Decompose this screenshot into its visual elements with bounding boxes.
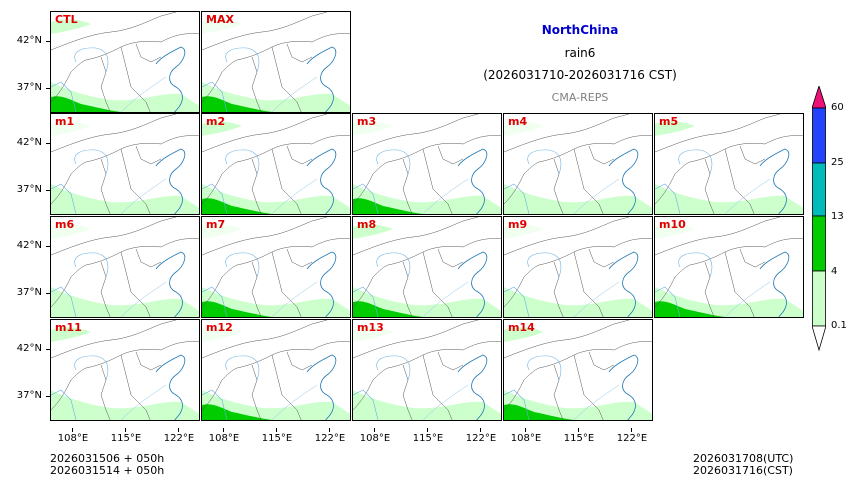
colorbar-label: 13: [831, 211, 844, 222]
panel-label: m3: [357, 115, 377, 128]
variable-title: rain6: [564, 46, 596, 60]
lon-tick-label: 122°E: [461, 428, 501, 444]
lon-tick-label: 108°E: [355, 428, 395, 444]
map-panel-ctl: CTL: [50, 11, 200, 113]
map-panel-m13: m13: [352, 319, 502, 421]
precip-map: [504, 320, 652, 420]
lon-tick-label: 115°E: [257, 428, 297, 444]
lon-tick-label: 115°E: [106, 428, 146, 444]
lon-tick-label: 122°E: [612, 428, 652, 444]
lat-tick-label: 37°N: [6, 82, 50, 93]
panel-label: m6: [55, 218, 75, 231]
precip-map: [202, 217, 350, 317]
map-panel-m5: m5: [654, 113, 804, 215]
model-title: CMA-REPS: [551, 91, 609, 104]
map-panel-m10: m10: [654, 216, 804, 318]
panel-label: m5: [659, 115, 679, 128]
colorbar-graphic: [811, 84, 827, 352]
precip-map: [655, 217, 803, 317]
precip-map: [504, 217, 652, 317]
lat-tick-label: 42°N: [6, 137, 50, 148]
precip-map: [51, 320, 199, 420]
valid-time-utc: 2026031708(UTC): [693, 452, 794, 465]
colorbar-label: 25: [831, 157, 844, 168]
panel-label: m13: [357, 321, 384, 334]
precip-map: [504, 114, 652, 214]
panel-label: MAX: [206, 13, 234, 26]
precip-map: [51, 114, 199, 214]
panel-label: m8: [357, 218, 377, 231]
panel-label: m4: [508, 115, 528, 128]
lat-tick-label: 37°N: [6, 390, 50, 401]
lon-tick-label: 108°E: [204, 428, 244, 444]
panel-label: m1: [55, 115, 75, 128]
panel-label: m12: [206, 321, 233, 334]
map-panel-m3: m3: [352, 113, 502, 215]
init-time-2: 2026031514 + 050h: [50, 464, 165, 477]
lat-tick-label: 42°N: [6, 240, 50, 251]
precip-map: [353, 217, 501, 317]
colorbar-over-triangle: [811, 84, 827, 109]
lon-tick-label: 122°E: [310, 428, 350, 444]
map-panel-m2: m2: [201, 113, 351, 215]
precip-map: [51, 217, 199, 317]
map-panel-m7: m7: [201, 216, 351, 318]
colorbar-label: 0.1: [831, 320, 847, 331]
map-panel-m4: m4: [503, 113, 653, 215]
colorbar-label: 4: [831, 266, 838, 277]
lon-tick-label: 115°E: [408, 428, 448, 444]
colorbar-under-triangle: [811, 325, 827, 352]
map-panel-m9: m9: [503, 216, 653, 318]
precip-map: [202, 12, 350, 112]
panel-label: CTL: [55, 13, 78, 26]
map-panel-m6: m6: [50, 216, 200, 318]
lon-tick-label: 122°E: [159, 428, 199, 444]
panel-label: m10: [659, 218, 686, 231]
colorbar-label: 60: [831, 102, 844, 113]
lon-tick-label: 108°E: [506, 428, 546, 444]
precip-map: [655, 114, 803, 214]
map-panel-m11: m11: [50, 319, 200, 421]
panel-label: m11: [55, 321, 82, 334]
init-time-1: 2026031506 + 050h: [50, 452, 165, 465]
precip-map: [202, 320, 350, 420]
valid-time-cst: 2026031716(CST): [693, 464, 793, 477]
panel-label: m14: [508, 321, 535, 334]
lat-tick-label: 37°N: [6, 287, 50, 298]
lat-tick-label: 42°N: [6, 35, 50, 46]
region-title: NorthChina: [541, 23, 619, 37]
lat-tick-label: 42°N: [6, 343, 50, 354]
lat-tick-label: 37°N: [6, 184, 50, 195]
lon-tick-label: 115°E: [559, 428, 599, 444]
precip-map: [51, 12, 199, 112]
colorbar: [811, 84, 827, 352]
panel-label: m7: [206, 218, 226, 231]
panel-label: m9: [508, 218, 528, 231]
map-panel-max: MAX: [201, 11, 351, 113]
map-panel-m14: m14: [503, 319, 653, 421]
precip-map: [353, 320, 501, 420]
panel-label: m2: [206, 115, 226, 128]
precip-map: [353, 114, 501, 214]
precip-map: [202, 114, 350, 214]
lon-tick-label: 108°E: [53, 428, 93, 444]
map-panel-m12: m12: [201, 319, 351, 421]
period-title: (2026031710-2026031716 CST): [483, 68, 677, 82]
map-panel-m8: m8: [352, 216, 502, 318]
map-panel-m1: m1: [50, 113, 200, 215]
